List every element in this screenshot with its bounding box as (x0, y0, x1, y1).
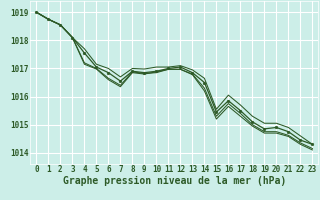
X-axis label: Graphe pression niveau de la mer (hPa): Graphe pression niveau de la mer (hPa) (63, 176, 286, 186)
